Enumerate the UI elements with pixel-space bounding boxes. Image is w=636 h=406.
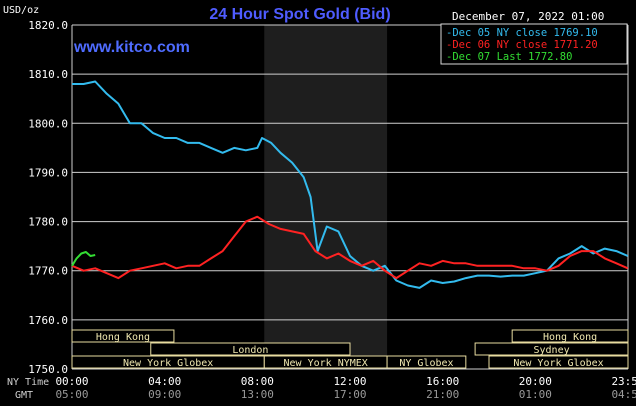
- legend: -Dec 05 NY close 1769.10-Dec 06 NY close…: [446, 27, 598, 63]
- y-tick-label: 1770.0: [28, 265, 68, 278]
- series-line: [72, 80, 629, 289]
- y-tick-label: 1790.0: [28, 166, 68, 179]
- x-tick-ny-label: 20:00: [519, 375, 552, 388]
- gridlines: [71, 24, 629, 370]
- market-bar: [488, 355, 629, 369]
- x-tick-gmt-label: 01:00: [519, 388, 552, 401]
- legend-box: [440, 23, 628, 65]
- kitco-watermark: www.kitco.com: [73, 39, 190, 56]
- x-tick-gmt-label: 04:59: [611, 388, 636, 401]
- market-bar-label: Sydney: [533, 345, 569, 356]
- x-tick-ny-label: 08:00: [241, 375, 274, 388]
- market-bar: [511, 329, 629, 343]
- y-tick-label: 1750.0: [28, 363, 68, 376]
- x-tick-gmt-label: 21:00: [426, 388, 459, 401]
- legend-entry: -Dec 05 NY close 1769.10: [446, 27, 598, 39]
- market-bar-label: New York NYMEX: [284, 358, 368, 369]
- market-bar-label: Hong Kong: [96, 332, 150, 343]
- legend-entry: -Dec 06 NY close 1771.20: [446, 39, 598, 51]
- market-bar: [474, 342, 629, 356]
- series-line: [71, 251, 96, 267]
- series-line: [71, 215, 629, 280]
- market-bar-label: Hong Kong: [543, 332, 597, 343]
- market-bar-label: London: [232, 345, 268, 356]
- y-axis-ticks: 1820.0 1810.0 1800.0 1790.0 1780.0 1770.0 1760…: [28, 19, 68, 376]
- y-tick-label: 1760.0: [28, 314, 68, 327]
- market-bar-label: New York Globex: [513, 358, 603, 369]
- ny-time-row-label: NY Time: [7, 377, 49, 388]
- x-tick-gmt-label: 13:00: [241, 388, 274, 401]
- legend-entry: -Dec 07 Last 1772.80: [446, 51, 572, 63]
- x-tick-ny-label: 23:59: [611, 375, 636, 388]
- market-bar: [150, 342, 351, 356]
- nymex-shaded-region: [264, 25, 388, 369]
- market-bar-label: NY Globex: [399, 358, 453, 369]
- market-session-bars: Hong Kong Hong Kong London Sydney New York G…: [71, 329, 629, 369]
- y-tick-label: 1820.0: [28, 19, 68, 32]
- price-series: [71, 80, 629, 289]
- gmt-row-label: GMT: [15, 390, 33, 401]
- x-tick-ny-label: 16:00: [426, 375, 459, 388]
- x-tick-gmt-label: 05:00: [55, 388, 88, 401]
- x-tick-ny-label: 04:00: [148, 375, 181, 388]
- market-bar: [386, 355, 467, 369]
- y-tick-label: 1800.0: [28, 117, 68, 130]
- date-label: December 07, 2022 01:00: [452, 10, 604, 23]
- x-tick-gmt-label: 09:00: [148, 388, 181, 401]
- market-bar-label: New York Globex: [123, 358, 213, 369]
- x-tick-ny-label: 12:00: [333, 375, 366, 388]
- chart-title: 24 Hour Spot Gold (Bid): [209, 6, 390, 23]
- x-tick-ny-label: 00:00: [55, 375, 88, 388]
- x-tick-gmt-label: 17:00: [333, 388, 366, 401]
- y-tick-label: 1780.0: [28, 216, 68, 229]
- unit-label: USD/oz: [3, 5, 39, 16]
- y-tick-label: 1810.0: [28, 68, 68, 81]
- market-bar: [71, 329, 175, 343]
